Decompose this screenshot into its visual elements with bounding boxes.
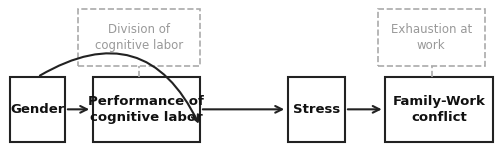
Text: Gender: Gender [10,103,64,116]
FancyBboxPatch shape [10,77,65,142]
Text: Family-Work
conflict: Family-Work conflict [392,95,485,124]
Text: Stress: Stress [292,103,340,116]
FancyBboxPatch shape [378,9,485,66]
Text: Performance of
cognitive labor: Performance of cognitive labor [88,95,204,124]
FancyBboxPatch shape [385,77,492,142]
FancyBboxPatch shape [78,9,200,66]
FancyBboxPatch shape [92,77,200,142]
Text: Division of
cognitive labor: Division of cognitive labor [94,23,183,52]
FancyBboxPatch shape [288,77,345,142]
Text: Exhaustion at
work: Exhaustion at work [390,23,472,52]
